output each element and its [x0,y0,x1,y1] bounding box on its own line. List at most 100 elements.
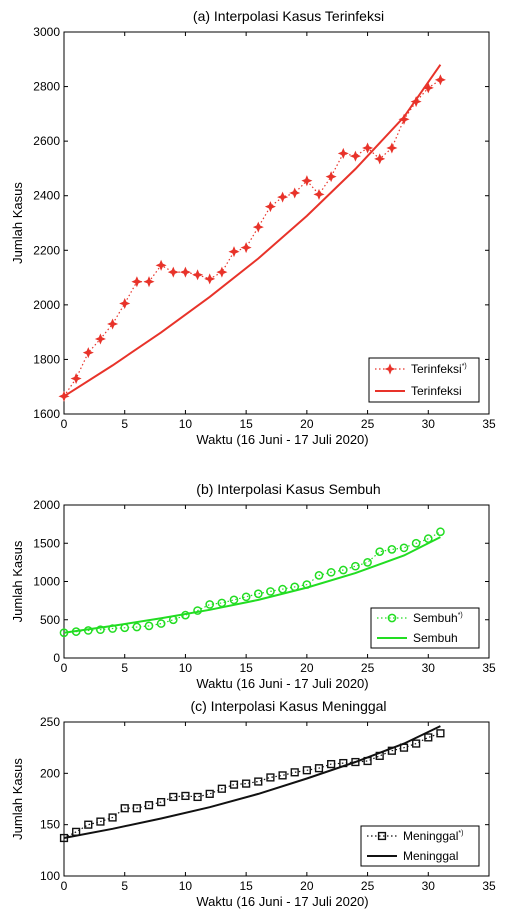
x-tick-label: 0 [61,661,68,675]
data-point [108,813,117,822]
data-point [410,96,422,108]
data-point [253,589,263,599]
y-axis-label: Jumlah Kasus [10,182,25,264]
x-tick-label: 20 [300,661,314,675]
y-tick-label: 0 [53,651,60,665]
x-tick-label: 25 [361,661,375,675]
legend-box [370,607,480,649]
x-tick-label: 5 [121,879,128,893]
legend-label: Sembuh*) [413,611,463,625]
series-line [63,536,441,634]
legend-label: Terinfeksi*) [411,362,467,376]
data-point [290,768,299,777]
data-point [192,269,204,281]
data-point [375,547,385,557]
data-point [242,779,251,788]
data-point [302,766,311,775]
x-tick-label: 35 [482,417,496,431]
data-point [254,777,263,786]
data-point [349,150,361,162]
data-point [217,784,226,793]
y-tick-label: 1800 [33,352,60,366]
data-point [132,804,141,813]
x-tick-label: 10 [179,879,193,893]
data-point [326,567,336,577]
chart-panel-3: 0 5 10 15 20 25 30 35 100 150 200 250 (c) Interpolas… [10,698,496,909]
data-point [144,801,154,810]
x-tick-label: 20 [300,879,314,893]
data-point [96,817,105,826]
y-tick-label: 2600 [33,134,60,148]
x-tick-label: 5 [121,417,128,431]
x-tick-label: 0 [61,417,68,431]
chart-panel-2: 0 5 10 15 20 25 30 35 0 500 1000 1500 2000 (b) Interp… [10,481,496,691]
y-tick-label: 100 [40,869,60,883]
data-point [289,187,301,199]
data-point [338,565,348,575]
x-tick-label: 5 [121,661,128,675]
data-point [143,276,155,288]
y-tick-label: 2200 [33,243,60,257]
x-tick-label: 10 [179,661,193,675]
data-point [387,545,397,554]
data-point [193,792,202,802]
data-point [351,561,360,571]
data-point [314,764,324,773]
data-point [362,142,374,154]
y-tick-label: 2800 [33,80,60,94]
data-point [399,543,409,553]
data-point [386,142,398,154]
legend-marker [377,831,387,841]
data-point [264,201,276,213]
data-point [84,820,93,829]
y-tick-label: 2000 [33,298,60,312]
legend-label: Sembuh [413,631,458,645]
data-point [266,587,275,596]
data-point [228,246,240,258]
x-tick-label: 0 [61,879,68,893]
data-point [411,538,421,548]
data-point [436,729,445,738]
data-point [179,266,191,278]
data-point [144,621,154,631]
data-point [301,175,313,187]
data-point [204,273,216,285]
data-point [169,792,178,802]
data-point [96,625,105,635]
data-point [156,619,166,628]
y-tick-label: 500 [40,613,60,627]
x-tick-label: 30 [422,417,436,431]
series-dotted-line [63,732,441,839]
data-point [325,171,337,183]
data-point [241,592,251,602]
y-tick-label: 2400 [33,189,60,203]
data-point [436,527,445,537]
chart-title: (a) Interpolasi Kasus Terinfeksi [193,8,384,24]
x-tick-label: 25 [361,417,375,431]
y-tick-label: 150 [40,818,60,832]
legend: Terinfeksi*) Terinfeksi [368,357,480,403]
data-point [277,191,289,203]
data-point [120,804,129,813]
y-tick-label: 250 [40,715,60,729]
x-tick-label: 15 [239,661,253,675]
legend: Sembuh*) Sembuh [370,607,480,649]
data-point [266,773,275,782]
data-point [167,266,179,278]
legend-box [368,357,480,403]
data-point [424,733,433,742]
x-tick-label: 30 [422,661,436,675]
data-point [132,622,142,632]
data-point [240,242,252,254]
legend-marker [384,363,396,375]
data-point [327,759,336,769]
data-point [107,318,119,330]
y-axis-label: Jumlah Kasus [10,540,25,622]
y-tick-label: 2000 [33,498,60,512]
x-axis-label: Waktu (16 Juni - 17 Juli 2020) [196,894,368,909]
x-tick-label: 25 [361,879,375,893]
data-point [363,558,372,567]
x-axis-label: Waktu (16 Juni - 17 Juli 2020) [196,432,368,447]
